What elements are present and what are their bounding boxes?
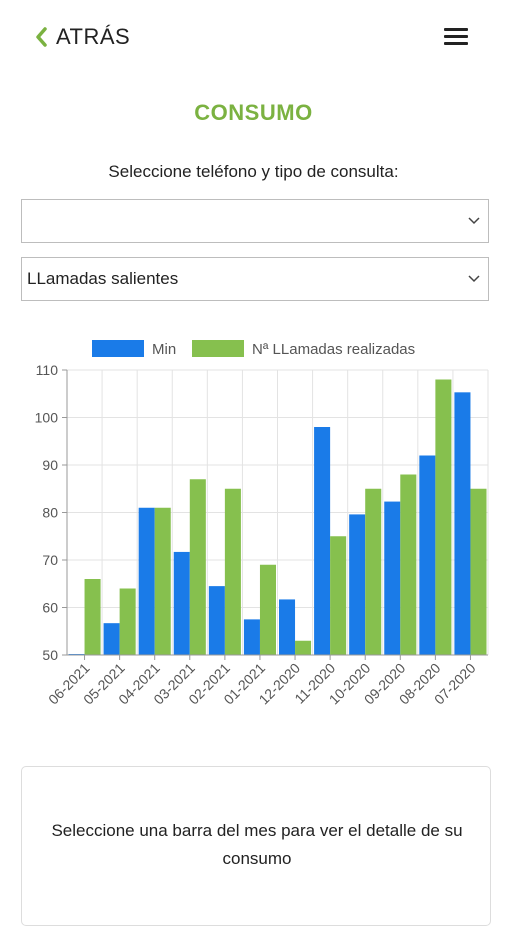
bar-calls-01-2021[interactable]	[259, 564, 276, 655]
bar-min-10-2020[interactable]	[349, 514, 366, 655]
bar-chart: Min Nª LLamadas realizadas 50 60 70 80 90 100 11…	[35, 340, 489, 707]
bar-min-08-2020[interactable]	[419, 455, 436, 656]
bar-calls-09-2020[interactable]	[400, 474, 417, 656]
y-tick-label: 70	[42, 552, 58, 568]
y-tick-label: 90	[42, 457, 58, 473]
bar-calls-04-2021[interactable]	[154, 507, 171, 655]
bar-min-09-2020[interactable]	[384, 501, 401, 655]
legend-swatch	[92, 340, 144, 357]
y-tick-label: 100	[35, 410, 59, 426]
back-button[interactable]: ATRÁS	[34, 24, 130, 50]
bar-min-01-2021[interactable]	[243, 619, 260, 655]
chevron-left-icon	[36, 27, 47, 47]
bar-min-11-2020[interactable]	[314, 427, 331, 655]
selection-prompt: Seleccione teléfono y tipo de consulta:	[108, 162, 399, 181]
phone-select[interactable]	[21, 199, 489, 243]
bar-calls-02-2021[interactable]	[224, 488, 241, 655]
chevron-down-icon	[468, 275, 480, 283]
detail-instruction: Seleccione una barra del mes para ver el…	[51, 821, 463, 868]
bar-min-02-2021[interactable]	[208, 586, 225, 655]
page-title: CONSUMO	[194, 100, 313, 125]
bar-min-03-2021[interactable]	[173, 551, 190, 655]
hamburger-menu-icon[interactable]	[444, 28, 470, 48]
legend-label: Nª LLamadas realizadas	[252, 341, 415, 358]
query-type-select[interactable]: LLamadas salientes	[21, 257, 489, 301]
back-label: ATRÁS	[56, 24, 131, 49]
legend-label: Min	[152, 341, 176, 358]
bar-min-07-2020[interactable]	[454, 392, 471, 655]
y-tick-label: 110	[36, 362, 59, 378]
bar-calls-05-2021[interactable]	[119, 588, 136, 656]
bar-calls-06-2021[interactable]	[84, 579, 101, 655]
y-tick-label: 80	[42, 505, 58, 521]
bar-calls-03-2021[interactable]	[189, 479, 206, 655]
bar-calls-08-2020[interactable]	[435, 379, 452, 656]
y-tick-label: 50	[42, 647, 58, 663]
query-type-select-value: LLamadas salientes	[27, 269, 179, 288]
bar-min-04-2021[interactable]	[138, 507, 155, 655]
bar-min-05-2021[interactable]	[103, 623, 120, 655]
detail-panel: Seleccione una barra del mes para ver el…	[21, 766, 491, 926]
bar-calls-11-2020[interactable]	[330, 536, 347, 655]
legend-swatch	[192, 340, 244, 357]
chevron-down-icon	[468, 217, 480, 225]
bar-calls-07-2020[interactable]	[470, 488, 487, 655]
bar-min-12-2020[interactable]	[279, 599, 296, 655]
consumption-chart: Min Nª LLamadas realizadas 50 60 70 80 90 100 11…	[0, 330, 507, 750]
bar-calls-10-2020[interactable]	[365, 488, 382, 655]
bar-calls-12-2020[interactable]	[295, 640, 312, 655]
y-tick-label: 60	[42, 600, 58, 616]
header: ATRÁS	[0, 0, 507, 78]
